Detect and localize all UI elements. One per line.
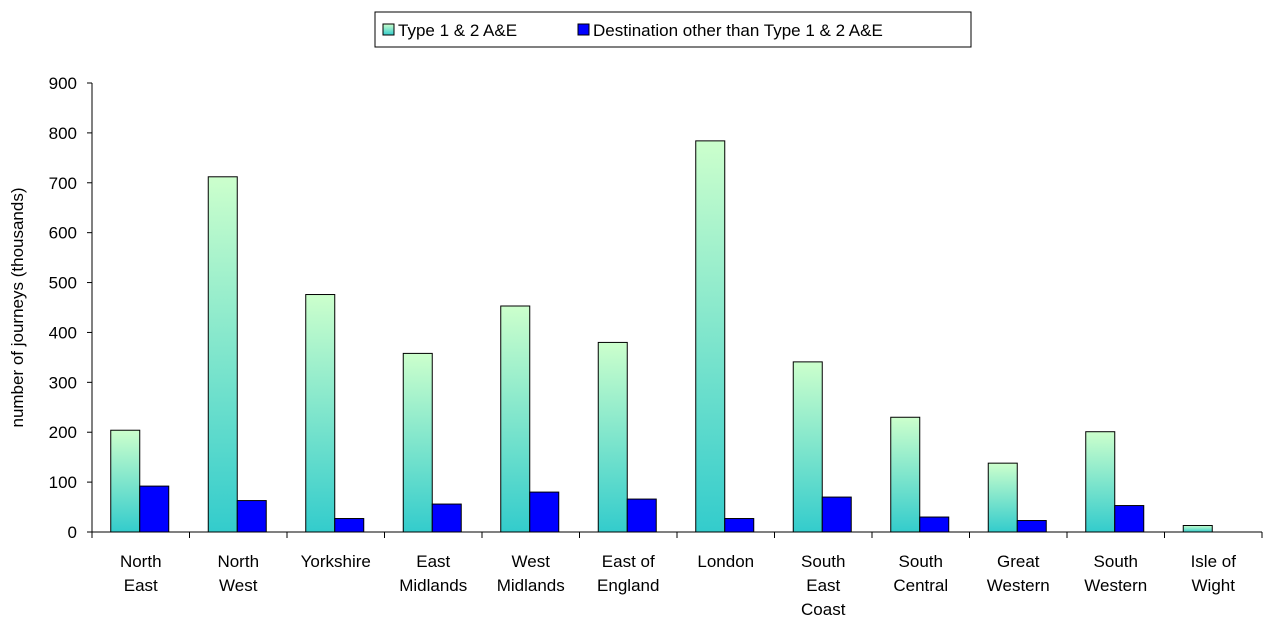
bar-other-destination: [1016, 520, 1047, 533]
bar-type12-ae: [305, 294, 336, 533]
bar-other-destination: [724, 518, 755, 533]
x-tick-label: North West: [217, 552, 259, 595]
bar-type12-ae: [890, 416, 921, 533]
x-tick-label: South Central: [893, 552, 948, 595]
y-tick-label: 600: [49, 224, 77, 243]
legend-swatch-other-destination: [577, 23, 590, 36]
legend-box: [374, 11, 972, 48]
x-tick-label-line: Western: [987, 576, 1050, 595]
x-tick-label: Yorkshire: [301, 552, 371, 571]
x-tick-label-line: South: [1094, 552, 1138, 571]
bar-type12-ae: [1182, 525, 1213, 533]
x-tick-label-line: Coast: [801, 600, 846, 619]
x-tick-label: South East Coast: [801, 552, 846, 619]
x-tick-label-line: South: [899, 552, 943, 571]
x-tick-label-line: England: [597, 576, 659, 595]
x-tick-label: South Western: [1084, 552, 1147, 595]
bar-other-destination: [529, 491, 560, 533]
legend-label-type12-ae: Type 1 & 2 A&E: [398, 21, 517, 40]
bar-type12-ae: [597, 341, 628, 533]
x-tick-label: West Midlands: [497, 552, 565, 595]
x-tick-label-line: Yorkshire: [301, 552, 371, 571]
y-tick-label: 400: [49, 323, 77, 342]
legend: Type 1 & 2 A&E Destination other than Typ…: [374, 11, 972, 48]
bar-type12-ae: [500, 305, 531, 533]
bar-other-destination: [334, 518, 365, 533]
x-tick-label-line: West: [512, 552, 551, 571]
legend-label-other-destination: Destination other than Type 1 & 2 A&E: [593, 21, 883, 40]
x-tick-label-line: Midlands: [399, 576, 467, 595]
bar-type12-ae: [1085, 431, 1116, 533]
y-tick-label: 700: [49, 174, 77, 193]
y-tick-label: 900: [49, 74, 77, 93]
labels: 0 100 200 300 400 500 600 700 800 900 number of jo…: [8, 74, 1236, 619]
y-tick-label: 0: [68, 523, 77, 542]
y-tick-label: 300: [49, 373, 77, 392]
axes: [87, 82, 1263, 538]
bar-type12-ae: [402, 352, 433, 533]
bar-other-destination: [236, 500, 267, 533]
x-tick-label-line: Great: [997, 552, 1040, 571]
x-tick-label-line: London: [697, 552, 754, 571]
bar-other-destination: [626, 498, 657, 533]
bar-other-destination: [821, 496, 852, 533]
x-tick-label: London: [697, 552, 754, 571]
bar-type12-ae: [987, 462, 1018, 533]
x-tick-label-line: North: [120, 552, 162, 571]
y-tick-label: 800: [49, 124, 77, 143]
x-tick-label-line: North: [217, 552, 259, 571]
bar-type12-ae: [110, 429, 141, 533]
y-tick-label: 200: [49, 423, 77, 442]
x-tick-label: Great Western: [987, 552, 1050, 595]
bar-other-destination: [139, 485, 170, 533]
y-tick-label: 100: [49, 473, 77, 492]
bar-other-destination: [919, 516, 950, 533]
x-tick-label-line: Wight: [1192, 576, 1236, 595]
x-tick-label: Isle of Wight: [1191, 552, 1237, 595]
x-tick-label: East Midlands: [399, 552, 467, 595]
x-tick-label-line: Western: [1084, 576, 1147, 595]
x-tick-label-line: East of: [602, 552, 655, 571]
x-tick-label-line: Midlands: [497, 576, 565, 595]
x-tick-label-line: South: [801, 552, 845, 571]
bar-other-destination: [1114, 505, 1145, 533]
x-tick-label: North East: [120, 552, 162, 595]
legend-swatch-type12-ae: [382, 23, 395, 36]
y-axis-title: number of journeys (thousands): [8, 187, 27, 427]
bar-type12-ae: [792, 361, 823, 533]
bar-type12-ae: [695, 140, 726, 533]
x-tick-label-line: East: [124, 576, 158, 595]
y-tick-label: 500: [49, 274, 77, 293]
x-tick-label-line: East: [416, 552, 450, 571]
bars: [110, 140, 1213, 533]
x-tick-label-line: Central: [893, 576, 948, 595]
x-tick-label: East of England: [597, 552, 659, 595]
x-tick-label-line: West: [219, 576, 258, 595]
x-tick-label-line: East: [806, 576, 840, 595]
x-tick-label-line: Isle of: [1191, 552, 1237, 571]
bar-other-destination: [431, 503, 462, 533]
bar-type12-ae: [207, 176, 238, 533]
